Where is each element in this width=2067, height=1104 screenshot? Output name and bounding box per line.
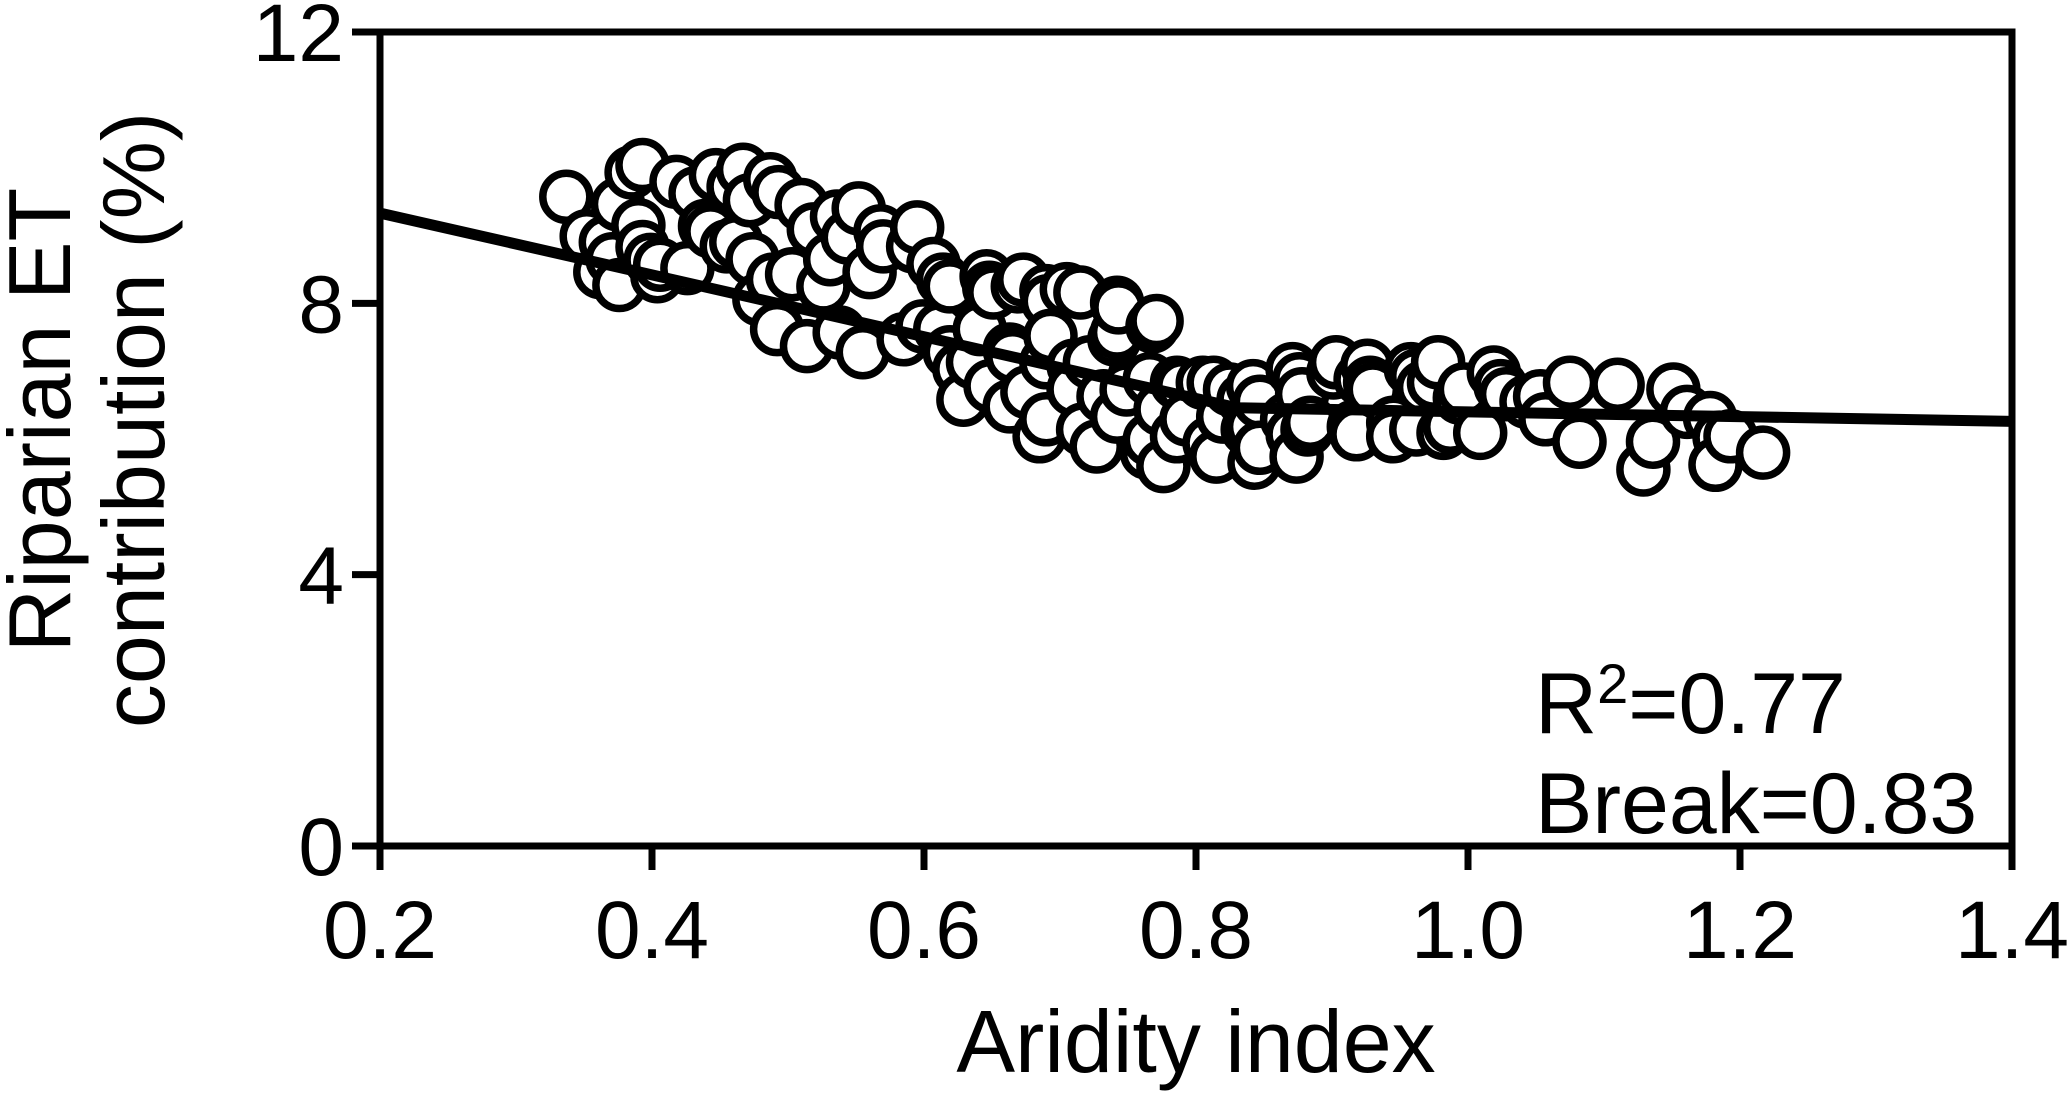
trend-line-group bbox=[378, 207, 2013, 427]
x-tick-label: 1.0 bbox=[1411, 885, 1525, 976]
r-squared-annotation: R2=0.77 bbox=[1535, 652, 1846, 752]
data-point bbox=[1542, 355, 1598, 410]
x-tick-label: 0.4 bbox=[595, 885, 709, 976]
x-axis-ticks: 0.2 0.4 0.6 0.8 1.0 1.2 1.4 bbox=[323, 846, 2067, 976]
r-squared-value: =0.77 bbox=[1628, 656, 1846, 752]
y-tick-label: 8 bbox=[298, 259, 344, 350]
y-axis-label-line2: contribution (%) bbox=[84, 112, 183, 728]
y-axis-ticks: 0 4 8 12 bbox=[253, 0, 380, 893]
y-tick-label: 12 bbox=[253, 0, 344, 79]
y-tick-label: 0 bbox=[298, 802, 344, 893]
x-tick-label: 1.2 bbox=[1683, 885, 1797, 976]
data-point bbox=[1735, 425, 1791, 480]
data-point bbox=[1590, 357, 1645, 412]
y-axis-label-line1: Riparian ET bbox=[0, 188, 89, 653]
y-tick-label: 4 bbox=[298, 531, 344, 622]
x-tick-label: 0.2 bbox=[323, 885, 437, 976]
data-point bbox=[1129, 293, 1184, 349]
r-squared-base: R bbox=[1535, 656, 1597, 752]
r-squared-superscript: 2 bbox=[1597, 652, 1628, 715]
x-tick-label: 0.6 bbox=[867, 885, 981, 976]
scatter-points bbox=[539, 137, 1791, 497]
data-point bbox=[1552, 414, 1607, 469]
x-tick-label: 1.4 bbox=[1955, 885, 2067, 976]
breakpoint-annotation: Break=0.83 bbox=[1535, 756, 1977, 852]
plot-border bbox=[376, 28, 2016, 850]
segmented-regression-line bbox=[378, 207, 2013, 427]
x-tick-label: 0.8 bbox=[1139, 885, 1253, 976]
x-axis-label: Aridity index bbox=[956, 992, 1435, 1091]
